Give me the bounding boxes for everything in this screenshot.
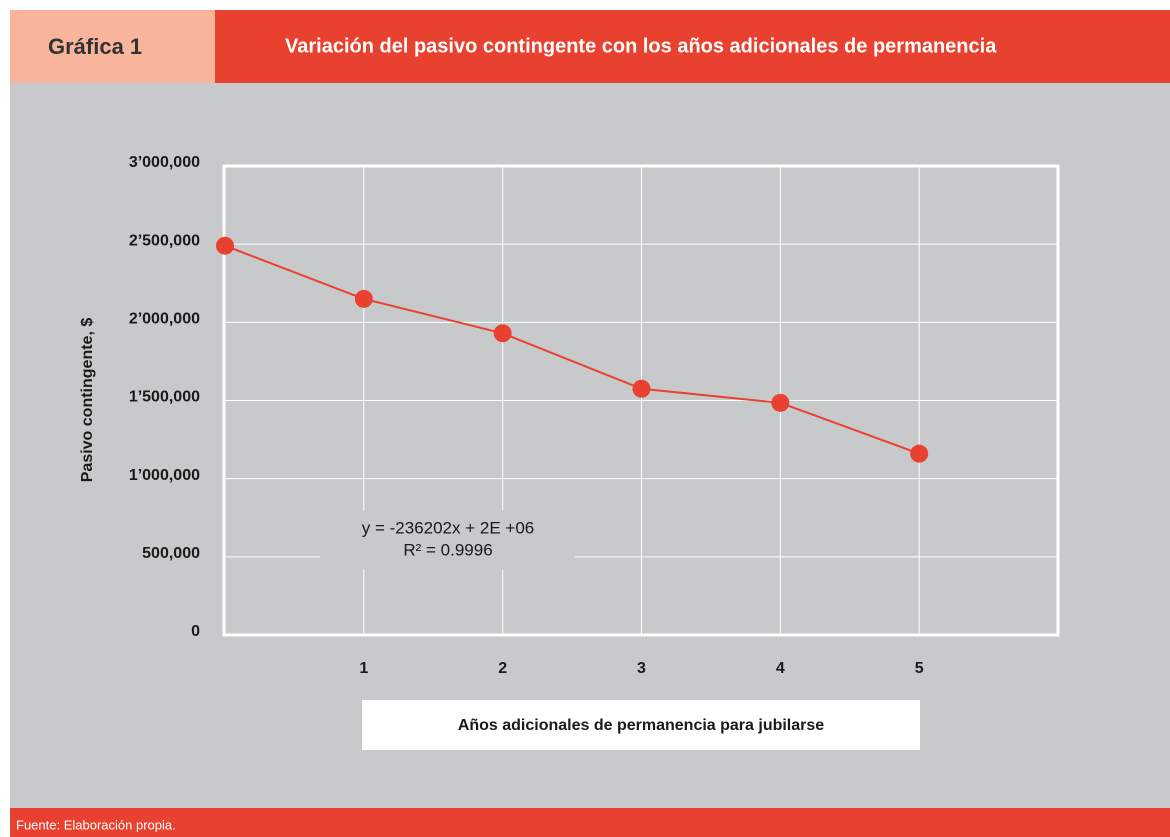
y-tick-label: 2’500,000 <box>129 232 200 249</box>
x-tick-label: 2 <box>498 660 507 677</box>
source: Fuente: Elaboración propia. <box>16 817 176 832</box>
x-axis-label: Años adicionales de permanencia para jub… <box>458 717 824 734</box>
header-label: Gráfica 1 <box>48 34 142 59</box>
x-label-box <box>362 700 920 750</box>
data-point <box>771 393 790 412</box>
plot-border <box>222 164 1060 637</box>
chart-bg <box>10 83 1170 808</box>
x-tick-label: 5 <box>915 660 924 677</box>
chart-title: Variación del pasivo contingente con los… <box>285 35 997 57</box>
marks <box>216 236 929 463</box>
y-tick-label: 3’000,000 <box>129 154 200 171</box>
x-tick-label: 4 <box>776 660 785 677</box>
header-label-box <box>10 10 215 83</box>
y-tick-label: 0 <box>191 623 200 640</box>
header-title-box <box>215 10 1170 83</box>
y-axis-label: Pasivo contingente, $ <box>79 318 96 483</box>
y-tick-label: 2’000,000 <box>129 311 200 328</box>
data-point <box>632 379 651 398</box>
data-point <box>910 444 929 463</box>
x-tick-label: 1 <box>359 660 368 677</box>
footer-box <box>10 808 1170 837</box>
annotation: y = -236202x + 2E +06 <box>362 518 535 537</box>
y-tick-label: 1’500,000 <box>129 389 200 406</box>
y-tick-label: 500,000 <box>142 545 200 562</box>
annotation: R² = 0.9996 <box>403 540 492 559</box>
data-point <box>354 289 373 308</box>
data-line <box>224 244 920 455</box>
annotation-box <box>320 510 575 570</box>
data-point <box>493 324 512 343</box>
x-tick-label: 3 <box>637 660 646 677</box>
data-point <box>216 236 234 255</box>
y-tick-label: 1’000,000 <box>129 467 200 484</box>
